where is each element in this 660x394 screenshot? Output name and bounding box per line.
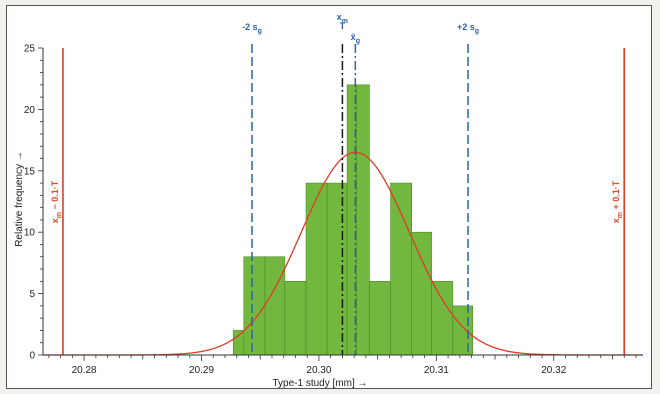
x-tick-label-2: 20.30 bbox=[306, 365, 331, 376]
y-axis-title: Relative frequency → bbox=[14, 151, 25, 247]
x-tick-label-1: 20.29 bbox=[189, 365, 214, 376]
x-tick-label-3: 20.31 bbox=[424, 365, 449, 376]
y-tick-label-0: 0 bbox=[29, 351, 35, 362]
tolerance-limit-label-sub: m bbox=[617, 212, 624, 218]
x-axis-title: Type-1 study [mm] → bbox=[272, 378, 367, 388]
y-tick-label-4: 20 bbox=[24, 105, 36, 116]
y-tick-label-5: 25 bbox=[24, 44, 36, 55]
bars-layer bbox=[232, 84, 474, 356]
reference-line-label-sub: g bbox=[258, 28, 262, 35]
reference-line-label-main: -2 s bbox=[242, 22, 258, 32]
histogram-bar-9 bbox=[369, 281, 391, 356]
histogram-bar-10 bbox=[390, 182, 412, 356]
reference-line-label-sub: g bbox=[356, 38, 360, 45]
reference-line-label-3: x̄g bbox=[351, 32, 360, 45]
y-tick-label-2: 10 bbox=[24, 228, 36, 239]
y-tick-label-1: 5 bbox=[29, 289, 35, 300]
reference-line-label2-2: T bbox=[340, 21, 346, 31]
histogram-bar-6 bbox=[326, 182, 348, 356]
reference-line-label-2: xm bbox=[337, 12, 348, 25]
histogram-bar-3 bbox=[264, 256, 286, 356]
x-tick-label-0: 20.28 bbox=[72, 365, 97, 376]
reference-line-label-4: +2 sg bbox=[457, 22, 479, 35]
histogram-bar-12 bbox=[431, 281, 454, 356]
reference-line-label-main: x bbox=[337, 12, 342, 22]
histogram-bar-13 bbox=[452, 305, 474, 356]
axes-layer: 0 5 10 15 20 25 20.28 20.29 20.30 20.31 20.32 bbox=[24, 44, 643, 376]
histogram-bar-11 bbox=[411, 231, 432, 356]
reference-line-label-main: +2 s bbox=[457, 22, 475, 32]
reference-line-label-sub: m bbox=[342, 18, 348, 25]
reference-line-label-1: -2 sg bbox=[242, 22, 262, 35]
tolerance-limit-label-sub: m bbox=[56, 212, 63, 218]
reference-line-label-sub: g bbox=[475, 28, 479, 35]
reference-line-label-main: x̄ bbox=[351, 32, 356, 42]
tolerance-limit-label-main: x bbox=[611, 218, 621, 223]
y-tick-label-3: 15 bbox=[24, 166, 36, 177]
tolerance-limit-label-suffix: − 0.1·T bbox=[50, 180, 60, 212]
histogram-bar-5 bbox=[305, 182, 328, 356]
histogram-bar-4 bbox=[284, 281, 307, 356]
histogram-bar-8 bbox=[356, 84, 370, 356]
histogram-bar-2 bbox=[243, 256, 266, 356]
tolerance-limit-label-2: xm + 0.1·T bbox=[611, 180, 624, 223]
tolerance-limit-label-suffix: + 0.1·T bbox=[611, 180, 621, 212]
tolerance-limit-label-1: xm − 0.1·T bbox=[50, 180, 63, 223]
tolerance-limit-label-main: x bbox=[50, 218, 60, 223]
x-tick-label-4: 20.32 bbox=[541, 365, 566, 376]
histogram-bar-1 bbox=[232, 330, 245, 356]
